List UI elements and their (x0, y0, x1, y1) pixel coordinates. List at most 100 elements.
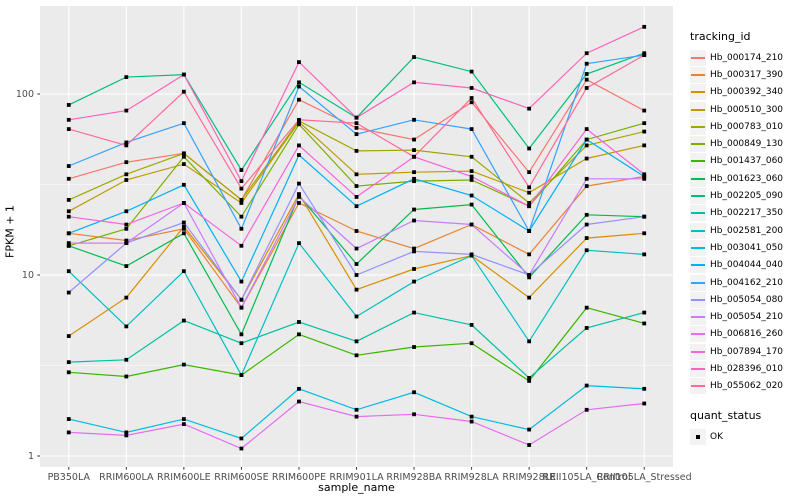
legend-key-box (690, 309, 706, 326)
legend-key-box (690, 136, 706, 153)
legend-label-ok: OK (710, 431, 723, 442)
legend-key-box (690, 66, 706, 83)
legend-label: Hb_007894_170 (710, 346, 784, 357)
legend-item: Hb_004044_040 (690, 257, 798, 274)
legend-items: Hb_000174_210 Hb_000317_390 Hb_000392_340 H… (690, 49, 798, 395)
legend-label: Hb_000317_390 (710, 69, 784, 80)
legend-line-swatch (691, 246, 705, 249)
legend-item: Hb_000783_010 (690, 118, 798, 135)
legend-label: Hb_005054_080 (710, 294, 784, 305)
legend-label: Hb_000849_130 (710, 139, 784, 150)
legend-item: Hb_002581_200 (690, 222, 798, 239)
legend-line-swatch (691, 316, 705, 319)
legend-key-box (690, 257, 706, 274)
svg-text:RRIM600LE: RRIM600LE (157, 472, 211, 483)
legend-key-box (690, 101, 706, 118)
legend-key-box (690, 170, 706, 187)
legend-label: Hb_002205_090 (710, 191, 784, 202)
legend-label: Hb_004162_210 (710, 277, 784, 288)
legend-item: Hb_000510_300 (690, 101, 798, 118)
svg-text:PB350LA: PB350LA (48, 472, 91, 483)
legend-line-swatch (691, 160, 705, 163)
legend-label: Hb_002581_200 (710, 225, 784, 236)
legend-line-swatch (691, 229, 705, 232)
legend-key-box (690, 326, 706, 343)
legend-key-box (690, 291, 706, 308)
legend-line-swatch (691, 385, 705, 388)
y-axis-title: FPKM + 1 (3, 205, 17, 258)
legend-line-swatch (691, 298, 705, 301)
legend-label: Hb_002217_350 (710, 208, 784, 219)
legend-line-swatch (691, 125, 705, 128)
legend-label: Hb_000392_340 (710, 87, 784, 98)
legend-key-box (690, 239, 706, 256)
svg-text:RRII105LA_Stressed: RRII105LA_Stressed (597, 472, 692, 483)
legend-label: Hb_006816_260 (710, 329, 784, 340)
legend-title-tracking-id: tracking_id (690, 30, 751, 43)
legend-item: Hb_004162_210 (690, 274, 798, 291)
legend-item: Hb_007894_170 (690, 343, 798, 360)
legend-item: Hb_000174_210 (690, 49, 798, 66)
legend-label: Hb_003041_050 (710, 242, 784, 253)
legend-line-swatch (691, 73, 705, 76)
legend-line-swatch (691, 281, 705, 284)
legend-line-swatch (691, 333, 705, 336)
legend-line-swatch (691, 264, 705, 267)
legend-item-ok: OK (690, 428, 798, 445)
legend-key-box (690, 343, 706, 360)
svg-text:RRIM928BA: RRIM928BA (386, 472, 442, 483)
legend-line-swatch (691, 195, 705, 198)
svg-text:RRIM928LE: RRIM928LE (502, 472, 556, 483)
legend-label: Hb_000174_210 (710, 52, 784, 63)
legend-title-quant-status: quant_status (690, 408, 762, 422)
legend-item: Hb_003041_050 (690, 239, 798, 256)
legend-key-box (690, 205, 706, 222)
legend-label: Hb_001437_060 (710, 156, 784, 167)
legend-item: Hb_005054_080 (690, 291, 798, 308)
legend-label: Hb_000783_010 (710, 121, 784, 132)
legend-key-box (690, 153, 706, 170)
legend-line-swatch (691, 91, 705, 94)
legend-label: Hb_055062_020 (710, 381, 784, 392)
legend-item: Hb_055062_020 (690, 378, 798, 395)
svg-text:RRIM928LA: RRIM928LA (444, 472, 499, 483)
svg-text:RRIM901LA: RRIM901LA (329, 472, 384, 483)
svg-text:RRIM600LA: RRIM600LA (99, 472, 154, 483)
legend-line-swatch (691, 56, 705, 59)
legend-key-box (690, 360, 706, 377)
legend-label: Hb_004044_040 (710, 260, 784, 271)
legend-item: Hb_000392_340 (690, 84, 798, 101)
legend-item: Hb_002217_350 (690, 205, 798, 222)
legend-line-swatch (691, 108, 705, 111)
legend-key-box (690, 428, 706, 445)
legend-line-swatch (691, 367, 705, 370)
legend-label: Hb_005054_210 (710, 312, 784, 323)
svg-text:RRIM600SE: RRIM600SE (214, 472, 268, 483)
x-axis-title: sample_name (318, 481, 395, 494)
legend-key-box (690, 118, 706, 135)
quant-status-legend: quant_status OK (690, 409, 798, 445)
legend-item: Hb_005054_210 (690, 308, 798, 326)
legend-label: Hb_028396_010 (710, 363, 784, 374)
legend-item: Hb_002205_090 (690, 187, 798, 205)
legend-line-swatch (691, 143, 705, 146)
point-marker-icon (696, 434, 700, 439)
legend-label: Hb_000510_300 (710, 104, 784, 115)
legend-line-swatch (691, 177, 705, 180)
legend-item: Hb_006816_260 (690, 326, 798, 343)
legend-key-box (690, 49, 706, 66)
legend-line-swatch (691, 212, 705, 215)
legend-label: Hb_001623_060 (710, 173, 784, 184)
legend-item: Hb_001437_060 (690, 153, 798, 170)
svg-text:RRIM600PE: RRIM600PE (272, 472, 326, 483)
legend-item: Hb_000849_130 (690, 135, 798, 153)
svg-text:100: 100 (16, 89, 34, 100)
legend: tracking_id Hb_000174_210 Hb_000317_390 Hb… (690, 30, 798, 445)
svg-text:10: 10 (22, 270, 34, 281)
legend-line-swatch (691, 350, 705, 353)
svg-text:1: 1 (28, 451, 34, 462)
legend-key-box (690, 84, 706, 101)
legend-key-box (690, 222, 706, 239)
